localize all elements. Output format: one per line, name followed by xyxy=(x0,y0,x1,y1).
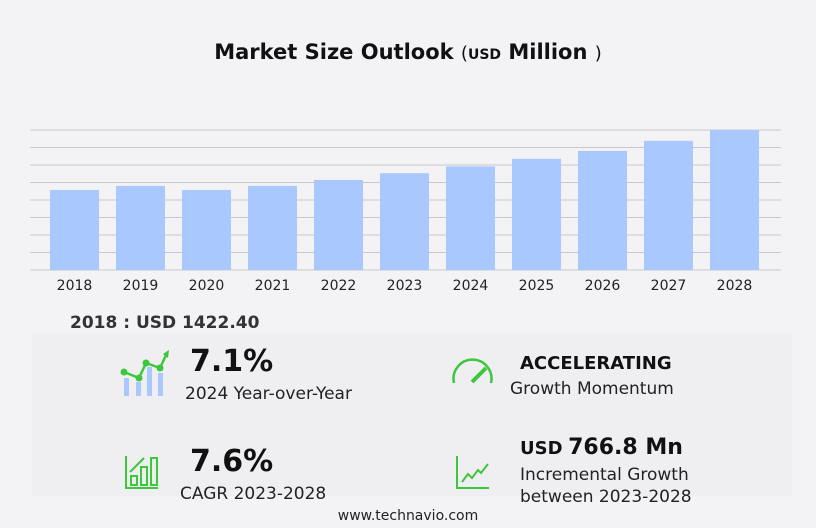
incremental-value: USD 766.8 Mn xyxy=(520,435,683,460)
footer-link[interactable]: www.technavio.com xyxy=(337,508,479,524)
cagr-label: CAGR 2023-2028 xyxy=(180,484,327,504)
bar-2026 xyxy=(578,150,627,270)
bar-2022 xyxy=(314,179,363,270)
bar-2019 xyxy=(116,185,165,270)
chart-title: Market Size Outlook (USD Million ) xyxy=(214,40,602,64)
incremental-label-2: between 2023-2028 xyxy=(520,487,692,507)
x-tick-label: 2019 xyxy=(123,278,159,294)
x-tick-label: 2020 xyxy=(189,278,225,294)
line-growth-icon xyxy=(456,456,489,489)
x-tick-label: 2021 xyxy=(255,278,291,294)
bar-2024 xyxy=(446,166,495,270)
incremental-label-1: Incremental Growth xyxy=(520,465,689,485)
bar-2021 xyxy=(248,185,297,270)
bar-2027 xyxy=(644,140,693,270)
momentum-label: Growth Momentum xyxy=(510,379,674,399)
trend-chart-icon xyxy=(120,350,169,396)
x-tick-label: 2027 xyxy=(651,278,687,294)
x-tick-label: 2022 xyxy=(321,278,357,294)
kpi-panel xyxy=(32,334,792,496)
x-tick-label: 2023 xyxy=(387,278,423,294)
bar-2018 xyxy=(50,189,99,270)
yoy-value: 7.1% xyxy=(190,344,274,379)
x-tick-label: 2028 xyxy=(717,278,753,294)
growth-bars-icon xyxy=(125,456,158,489)
bar-chart: 2018 2019 2020 2021 2022 2023 2024 2025 2026 2027… xyxy=(30,129,781,294)
speedometer-icon xyxy=(452,358,493,384)
yoy-label: 2024 Year-over-Year xyxy=(185,384,352,404)
x-tick-label: 2024 xyxy=(453,278,489,294)
x-tick-label: 2018 xyxy=(57,278,93,294)
bar-2023 xyxy=(380,173,429,270)
bar-2025 xyxy=(512,158,561,270)
cagr-value: 7.6% xyxy=(190,444,274,479)
base-year-value: 2018 : USD 1422.40 xyxy=(70,313,260,333)
bar-2028 xyxy=(710,130,759,270)
x-tick-label: 2025 xyxy=(519,278,555,294)
bar-2020 xyxy=(182,189,231,270)
momentum-value: ACCELERATING xyxy=(520,353,672,374)
x-tick-label: 2026 xyxy=(585,278,621,294)
